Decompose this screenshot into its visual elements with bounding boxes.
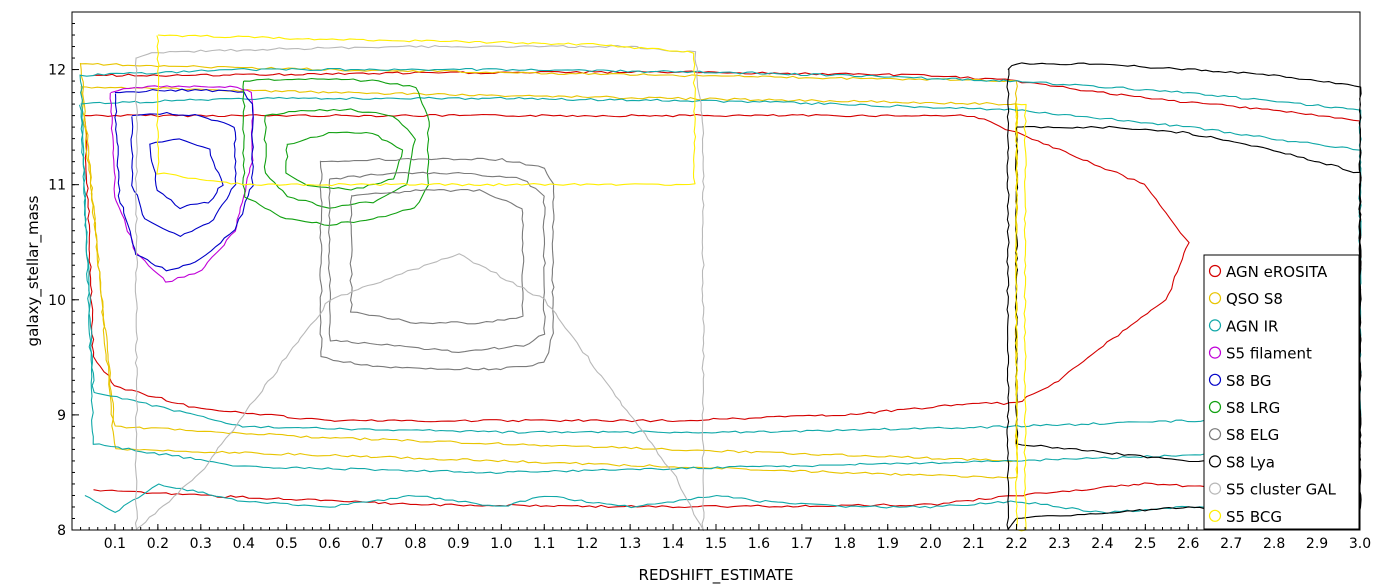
contour-line <box>93 70 1361 122</box>
x-tick-label: 2.1 <box>962 536 984 552</box>
x-tick-label: 0.7 <box>361 536 383 552</box>
x-tick-label: 0.3 <box>190 536 212 552</box>
legend-marker <box>1208 319 1222 332</box>
series-s8-lrg <box>242 77 430 226</box>
legend-label: QSO S8 <box>1226 290 1283 308</box>
x-tick-label: 0.8 <box>404 536 426 552</box>
x-tick-label: 1.9 <box>877 536 899 552</box>
contour-line <box>319 157 555 371</box>
x-tick-label: 0.4 <box>233 536 255 552</box>
axes-ticks: 0.1 0.2 0.3 0.4 0.5 0.6 0.7 0.8 0.9 1.0 1.1 1.2 1.3 1… <box>48 23 1371 552</box>
legend-marker <box>1208 292 1222 305</box>
x-tick-label: 2.8 <box>1263 536 1285 552</box>
legend-label: AGN eROSITA <box>1226 263 1328 281</box>
contour-line <box>130 111 237 237</box>
legend-box <box>1203 254 1360 530</box>
contour-line <box>149 138 224 210</box>
contour-line <box>349 188 525 325</box>
legend-label: S5 BCG <box>1226 508 1282 526</box>
x-tick-label: 2.4 <box>1091 536 1113 552</box>
series-s8-bg <box>114 88 254 272</box>
x-tick-label: 0.5 <box>276 536 298 552</box>
legend-label: S8 LRG <box>1226 399 1280 417</box>
x-tick-label: 1.8 <box>834 536 856 552</box>
legend-label: S8 Lya <box>1226 453 1275 471</box>
contour-line <box>327 171 546 353</box>
legend-label: S5 cluster GAL <box>1226 481 1336 499</box>
legend-marker <box>1208 346 1222 359</box>
legend-marker <box>1208 455 1222 468</box>
x-tick-label: 2.5 <box>1134 536 1156 552</box>
legend-marker <box>1208 428 1222 441</box>
x-tick-label: 2.0 <box>920 536 942 552</box>
x-tick-label: 2.7 <box>1220 536 1242 552</box>
series-agn-erosita <box>83 70 1361 509</box>
x-tick-label: 2.3 <box>1048 536 1070 552</box>
x-tick-label: 2.9 <box>1306 536 1328 552</box>
x-tick-label: 1.5 <box>705 536 727 552</box>
contour-line <box>109 85 254 283</box>
x-tick-label: 2.6 <box>1177 536 1199 552</box>
x-tick-label: 1.2 <box>576 536 598 552</box>
x-tick-label: 1.3 <box>619 536 641 552</box>
x-tick-label: 0.2 <box>147 536 169 552</box>
y-axis-label: galaxy_stellar_mass <box>24 195 43 346</box>
legend: AGN eROSITA QSO S8 AGN IR S5 filament S8 BG S… <box>1203 254 1360 530</box>
y-tick-label: 11 <box>48 178 66 194</box>
contour-line <box>93 482 1361 509</box>
x-tick-label: 1.6 <box>748 536 770 552</box>
contour-line <box>114 88 254 272</box>
legend-label: S8 ELG <box>1226 426 1279 444</box>
series-layer <box>78 34 1362 532</box>
x-tick-label: 1.1 <box>533 536 555 552</box>
x-tick-label: 3.0 <box>1349 536 1371 552</box>
legend-marker <box>1208 400 1222 414</box>
legend-marker <box>1208 509 1222 522</box>
contour-line <box>80 86 1019 463</box>
x-tick-label: 2.2 <box>1005 536 1027 552</box>
y-tick-label: 9 <box>57 408 66 424</box>
x-tick-label: 0.1 <box>104 536 126 552</box>
y-tick-label: 12 <box>48 63 66 79</box>
legend-label: AGN IR <box>1226 317 1278 335</box>
plot-area <box>72 12 1360 530</box>
x-tick-label: 1.7 <box>791 536 813 552</box>
legend-marker <box>1208 482 1222 495</box>
contour-line <box>242 77 430 226</box>
legend-marker <box>1208 264 1222 278</box>
legend-label: S5 filament <box>1226 345 1312 363</box>
y-tick-label: 10 <box>48 293 66 309</box>
contour-line <box>83 113 1190 423</box>
legend-label: S8 BG <box>1226 372 1271 390</box>
contour-line <box>263 108 416 209</box>
y-tick-label: 8 <box>57 523 66 539</box>
contour-line <box>285 131 404 191</box>
series-s8-elg <box>319 157 555 371</box>
x-tick-label: 0.6 <box>318 536 340 552</box>
x-tick-label: 1.0 <box>490 536 512 552</box>
x-tick-label: 0.9 <box>447 536 469 552</box>
series-s5-cluster-gal <box>134 44 705 531</box>
series-s5-filament <box>109 85 254 283</box>
contour-line <box>134 44 705 531</box>
x-tick-label: 1.4 <box>662 536 684 552</box>
contour-line <box>156 34 697 187</box>
x-axis-label: REDSHIFT_ESTIMATE <box>639 566 794 585</box>
legend-marker <box>1208 373 1222 386</box>
